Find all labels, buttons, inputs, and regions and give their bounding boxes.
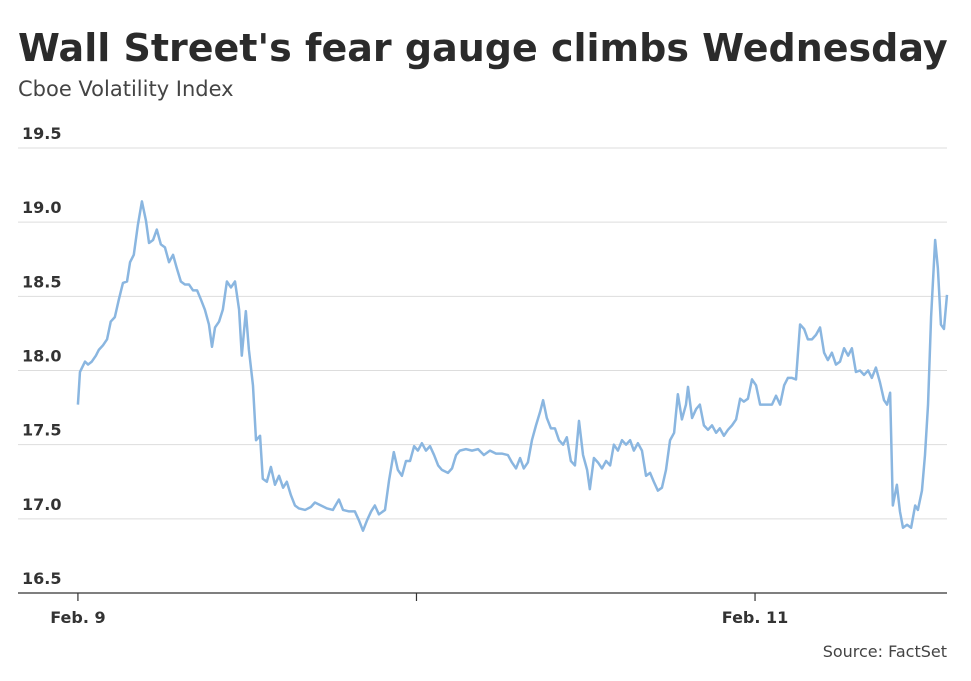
y-tick-label: 19.0 [22, 198, 61, 217]
source: Source: FactSet [823, 642, 947, 661]
y-tick-label: 17.0 [22, 495, 61, 514]
chart-title: Wall Street's fear gauge climbs Wednesda… [18, 26, 948, 70]
chart-subtitle: Cboe Volatility Index [18, 77, 234, 101]
x-tick-label: Feb. 9 [50, 608, 105, 627]
x-tick-label: Feb. 11 [722, 608, 789, 627]
line [76, 200, 949, 532]
y-tick-label: 18.5 [22, 272, 61, 291]
y-tick-label: 18.0 [22, 347, 61, 366]
y-tick-label: 19.5 [22, 124, 61, 143]
y-tick-label: 17.5 [22, 421, 61, 440]
y-tick-label: 16.5 [22, 569, 61, 588]
